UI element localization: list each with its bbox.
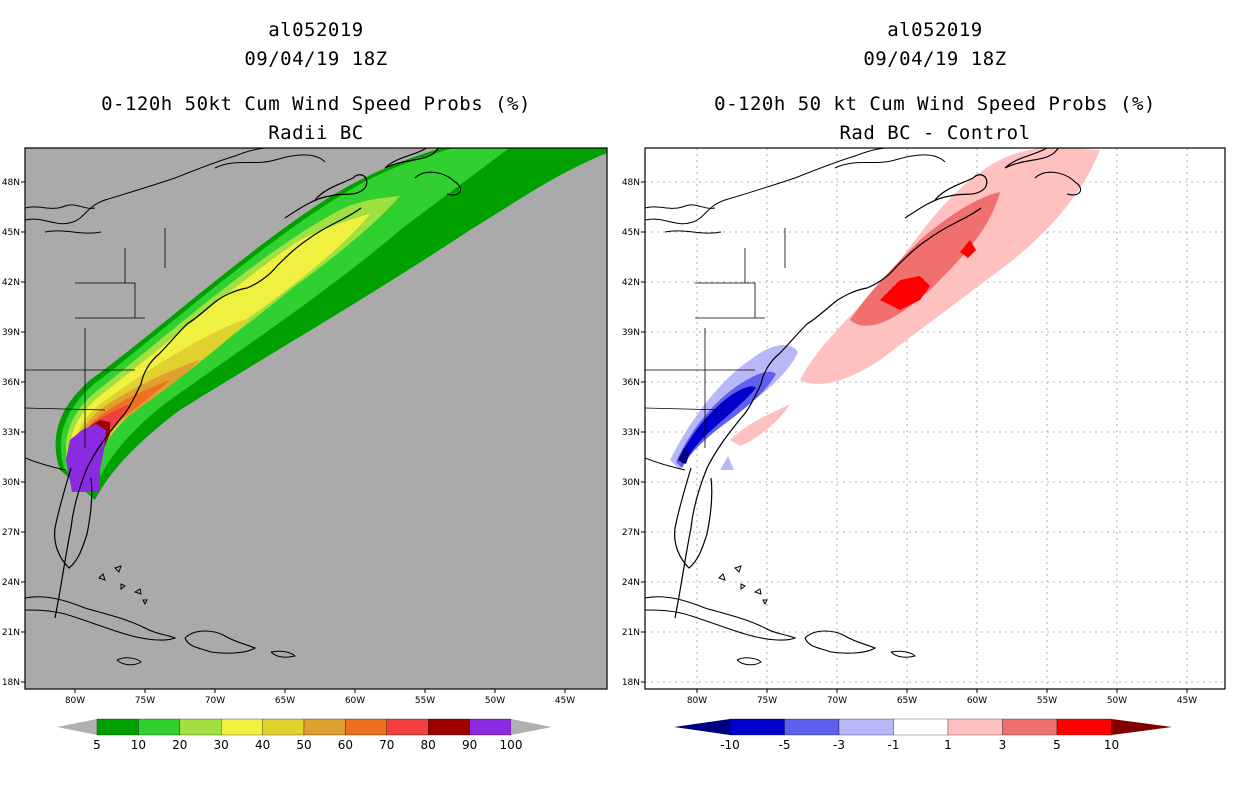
lat-label: 18N bbox=[622, 678, 640, 688]
lon-label: 60W bbox=[345, 696, 365, 706]
left-storm-id: al052019 bbox=[268, 19, 364, 41]
lon-label: 55W bbox=[1037, 696, 1057, 706]
lat-label: 33N bbox=[2, 428, 20, 438]
lat-label: 18N bbox=[2, 678, 20, 688]
colorbar-swatch bbox=[345, 718, 387, 736]
colorbar-label: -1 bbox=[888, 738, 900, 752]
colorbar-label: 70 bbox=[379, 738, 394, 752]
colorbar-swatch bbox=[784, 718, 840, 736]
lat-label: 39N bbox=[2, 328, 20, 338]
colorbar-label: 90 bbox=[462, 738, 477, 752]
lat-label: 36N bbox=[622, 378, 640, 388]
lon-label: 60W bbox=[967, 696, 987, 706]
colorbar-label: 3 bbox=[999, 738, 1007, 752]
lat-label: 42N bbox=[2, 278, 20, 288]
left-product-title: 0-120h 50kt Cum Wind Speed Probs (%) bbox=[101, 93, 531, 115]
colorbar-label: -5 bbox=[779, 738, 791, 752]
lon-label: 70W bbox=[827, 696, 847, 706]
colorbar-swatch bbox=[179, 718, 222, 736]
colorbar-swatch bbox=[96, 718, 139, 736]
lon-label: 70W bbox=[205, 696, 225, 706]
colorbar-label: 30 bbox=[214, 738, 229, 752]
lon-label: 65W bbox=[897, 696, 917, 706]
right-title-block: al052019 09/04/19 18Z 0-120h 50 kt Cum W… bbox=[644, 16, 1226, 148]
colorbar-label: 20 bbox=[172, 738, 187, 752]
right-product-title: 0-120h 50 kt Cum Wind Speed Probs (%) bbox=[714, 93, 1156, 115]
right-difference-field bbox=[645, 148, 1100, 666]
colorbar-swatch bbox=[428, 718, 470, 736]
lon-label: 75W bbox=[135, 696, 155, 706]
axis-labels: 80W 75W 70W 65W 60W 55W 50W 45W 48N 45N 42N 39N 36N 3… bbox=[2, 178, 1197, 706]
left-datetime: 09/04/19 18Z bbox=[244, 48, 388, 70]
colorbar-swatch bbox=[729, 718, 785, 736]
right-map-frame bbox=[644, 147, 1226, 690]
lat-label: 45N bbox=[2, 228, 20, 238]
lon-label: 45W bbox=[555, 696, 575, 706]
lon-label: 80W bbox=[65, 696, 85, 706]
colorbar-swatch bbox=[1056, 718, 1112, 736]
lat-label: 21N bbox=[2, 628, 20, 638]
right-map bbox=[644, 147, 1226, 690]
lon-label: 75W bbox=[757, 696, 777, 706]
colorbar-label: 100 bbox=[500, 738, 523, 752]
colorbar-label: 60 bbox=[338, 738, 353, 752]
lat-label: 39N bbox=[622, 328, 640, 338]
left-map bbox=[24, 147, 608, 690]
lat-label: 36N bbox=[2, 378, 20, 388]
right-storm-id: al052019 bbox=[887, 19, 983, 41]
colorbar-swatch bbox=[838, 718, 894, 736]
lat-label: 27N bbox=[2, 528, 20, 538]
lat-label: 48N bbox=[622, 178, 640, 188]
colorbar-swatch bbox=[138, 718, 180, 736]
lon-label: 50W bbox=[1107, 696, 1127, 706]
lat-label: 21N bbox=[622, 628, 640, 638]
colorbar-arrow-high bbox=[511, 719, 552, 735]
colorbar-label: 1 bbox=[944, 738, 952, 752]
colorbar-label: 40 bbox=[255, 738, 270, 752]
colorbar-label: 80 bbox=[421, 738, 436, 752]
colorbar-swatch bbox=[469, 718, 512, 736]
colorbar-swatch bbox=[221, 718, 263, 736]
left-colorbar: 5 10 20 30 40 50 60 70 80 90 100 bbox=[57, 718, 552, 752]
colorbar-arrow-high bbox=[1111, 719, 1172, 735]
colorbar-swatch bbox=[893, 718, 949, 736]
colorbar-label: -3 bbox=[833, 738, 845, 752]
colorbar-swatch bbox=[947, 718, 1003, 736]
lon-label: 45W bbox=[1177, 696, 1197, 706]
lat-label: 30N bbox=[622, 478, 640, 488]
right-subtitle: Rad BC - Control bbox=[839, 122, 1031, 144]
left-map-frame bbox=[24, 147, 608, 690]
colorbar-arrow-low bbox=[57, 719, 97, 735]
left-title-block: al052019 09/04/19 18Z 0-120h 50kt Cum Wi… bbox=[24, 16, 608, 148]
lat-label: 33N bbox=[622, 428, 640, 438]
lon-label: 65W bbox=[275, 696, 295, 706]
lon-label: 55W bbox=[415, 696, 435, 706]
lon-label: 80W bbox=[687, 696, 707, 706]
right-datetime: 09/04/19 18Z bbox=[863, 48, 1007, 70]
lat-label: 45N bbox=[622, 228, 640, 238]
colorbar-label: -10 bbox=[720, 738, 740, 752]
lat-label: 48N bbox=[2, 178, 20, 188]
colorbar-label: 10 bbox=[131, 738, 146, 752]
colorbar-swatch bbox=[303, 718, 346, 736]
lat-label: 24N bbox=[2, 578, 20, 588]
colorbar-label: 5 bbox=[93, 738, 101, 752]
lat-label: 27N bbox=[622, 528, 640, 538]
colorbar-label: 5 bbox=[1053, 738, 1061, 752]
lat-label: 24N bbox=[622, 578, 640, 588]
right-colorbar: -10 -5 -3 -1 1 3 5 10 bbox=[674, 718, 1172, 752]
left-subtitle: Radii BC bbox=[268, 122, 364, 144]
colorbar-arrow-low bbox=[674, 719, 730, 735]
lon-label: 50W bbox=[485, 696, 505, 706]
colorbar-swatch bbox=[262, 718, 305, 736]
colorbar-label: 10 bbox=[1104, 738, 1119, 752]
lat-label: 42N bbox=[622, 278, 640, 288]
colorbar-swatch bbox=[1002, 718, 1058, 736]
lat-label: 30N bbox=[2, 478, 20, 488]
left-probability-swath bbox=[25, 148, 607, 666]
colorbar-label: 50 bbox=[296, 738, 311, 752]
colorbar-swatch bbox=[386, 718, 429, 736]
